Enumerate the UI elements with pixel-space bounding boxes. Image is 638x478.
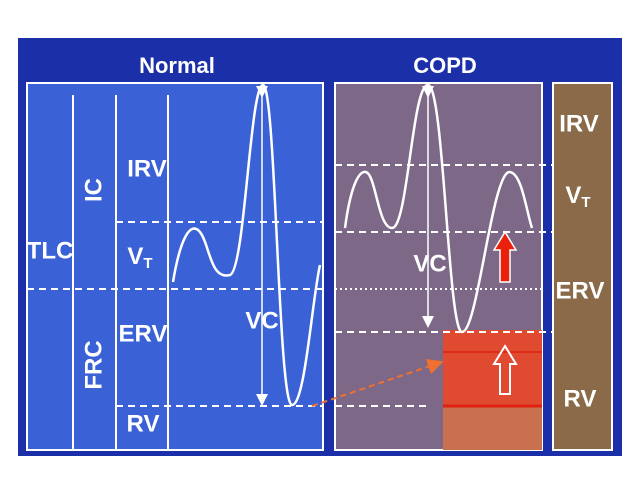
normal-dividers [72, 95, 169, 450]
rv-shift-arrow [311, 358, 444, 407]
rv-label: RV [127, 410, 160, 437]
copd-vc-label: VC [413, 250, 446, 277]
scale-vt-label: VT [565, 182, 590, 211]
scale-erv-label: ERV [556, 277, 605, 304]
vt-sub: T [143, 255, 152, 272]
copd-title: COPD [413, 53, 477, 78]
erv-label: ERV [119, 320, 168, 347]
vt-sub: T [581, 194, 590, 211]
tlc-label: TLC [27, 237, 74, 264]
frc-label: FRC [80, 340, 107, 389]
frc-increase-box [443, 330, 542, 406]
vt-label: VT [127, 243, 152, 272]
scale-irv-label: IRV [559, 110, 599, 137]
scale-rv-label: RV [564, 385, 597, 412]
copd-scale-box [552, 82, 613, 451]
vt-main: V [127, 243, 143, 270]
vc-label: VC [245, 307, 278, 334]
increase-arrow [492, 344, 518, 395]
copd-breathing-curve [343, 83, 534, 334]
increase-arrow [492, 230, 518, 283]
normal-title: Normal [139, 53, 215, 78]
ic-label: IC [80, 178, 107, 202]
vt-main: V [565, 182, 581, 209]
irv-label: IRV [127, 155, 167, 182]
